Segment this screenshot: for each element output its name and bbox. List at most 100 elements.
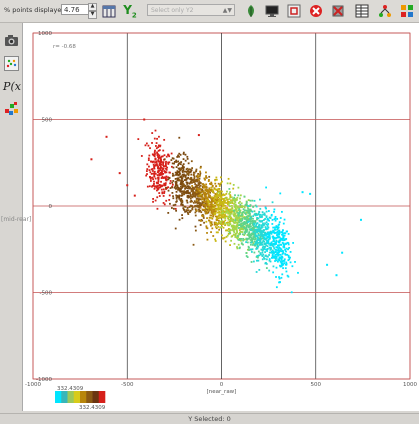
scatter-point — [182, 175, 185, 178]
scatter-point — [225, 202, 228, 204]
scatter-point — [152, 160, 155, 163]
scatter-point — [228, 231, 231, 234]
scatter-point — [272, 229, 274, 232]
scatter-plot[interactable]: -1000 -500 0 500 100010005000-500-1000[near_… — [23, 23, 419, 411]
scatter-point — [263, 231, 265, 234]
scatter-point — [212, 214, 215, 216]
scatter-point — [159, 169, 162, 171]
scatter-point — [181, 214, 183, 216]
scatter-point — [175, 180, 178, 183]
scatter-point — [254, 214, 257, 217]
scatter-point — [238, 229, 241, 231]
points-displayed-input[interactable]: 4.76 — [61, 4, 89, 15]
clear-plot-button[interactable] — [330, 3, 346, 19]
scatter-point — [165, 167, 167, 170]
spin-down-icon[interactable]: ▼ — [88, 11, 97, 19]
tree-button[interactable] — [377, 3, 393, 19]
scatter-point — [174, 184, 177, 187]
scatter-point — [212, 235, 215, 237]
leaf-tool-button[interactable] — [243, 3, 259, 19]
scatter-point — [181, 167, 183, 169]
scatter-point — [172, 157, 175, 160]
scatter-point — [157, 188, 159, 191]
scatter-point — [220, 197, 223, 200]
scatter-point — [187, 213, 190, 215]
scatter-point — [199, 166, 202, 169]
scatter-point — [208, 175, 211, 178]
points-spinner[interactable]: ▲ ▼ — [88, 3, 97, 19]
spin-up-icon[interactable]: ▲ — [88, 3, 97, 11]
scatter-point — [249, 220, 252, 223]
scatter-point — [180, 194, 183, 197]
scatter-point — [242, 233, 244, 236]
screen-button[interactable] — [264, 3, 280, 19]
scatter-point — [206, 203, 209, 205]
scatter-point — [245, 231, 248, 233]
scatter-point — [218, 221, 221, 224]
scatter-point — [202, 186, 204, 189]
scatter-point — [235, 236, 238, 239]
scatter-point — [146, 185, 149, 188]
scatter-point — [186, 167, 189, 170]
scatter-point — [259, 239, 262, 241]
scatter-point — [258, 244, 261, 246]
scatter-point — [281, 253, 284, 255]
scatter-point — [264, 218, 266, 220]
delete-selection-button[interactable] — [308, 3, 324, 19]
scatter-point — [206, 188, 208, 191]
scatter-point — [228, 212, 230, 215]
scatter-point — [180, 203, 183, 206]
probability-button[interactable]: P(x — [2, 78, 22, 94]
scatter-point — [266, 240, 269, 243]
scatter-point — [148, 169, 151, 172]
scatter-point — [232, 221, 235, 224]
scatter-point — [166, 187, 169, 189]
scatter-point — [174, 185, 177, 188]
scatter-point — [196, 187, 198, 190]
scatter-point — [242, 237, 245, 240]
y2-button[interactable]: Y2 — [122, 3, 138, 19]
zoom-box-button[interactable] — [286, 3, 302, 19]
table-stats-button[interactable] — [101, 3, 117, 19]
select-only-y2-dropdown[interactable]: Select only Y2 ▲▼ — [147, 4, 235, 16]
scatter-point — [242, 216, 245, 219]
scatter-point — [164, 183, 167, 186]
scatter-point — [214, 202, 216, 205]
scatter-point — [287, 254, 290, 257]
scatter-point — [250, 210, 253, 212]
delete-selection-icon — [310, 5, 322, 17]
scatter-point — [225, 209, 228, 212]
scatter-point — [275, 276, 277, 278]
scatter-point — [214, 179, 216, 182]
scatter-point — [162, 149, 165, 152]
scatter-point — [227, 215, 230, 218]
scatter-point — [228, 216, 231, 219]
camera-button[interactable] — [3, 32, 19, 48]
scatter-point — [270, 250, 273, 253]
scatter-point — [218, 202, 221, 205]
scatter-point — [165, 168, 168, 171]
color-blocks-button[interactable] — [399, 3, 415, 19]
scatter-point — [259, 231, 262, 233]
scatter-point — [246, 229, 249, 231]
scatter-point — [192, 194, 195, 197]
scatter-point — [237, 238, 240, 241]
scatter-point — [220, 223, 223, 225]
scatter-point — [156, 182, 159, 185]
scatter-point — [260, 227, 263, 229]
scatter-point — [213, 210, 216, 213]
scatter-point — [179, 167, 181, 170]
scatter-point — [253, 251, 256, 254]
scatter-point — [183, 209, 186, 211]
scatter-point — [240, 223, 243, 226]
scatter-point — [200, 188, 203, 191]
scatter-point — [239, 206, 242, 209]
scatter-point — [208, 200, 211, 203]
table-button[interactable] — [354, 3, 370, 19]
scatter-point — [222, 220, 225, 223]
scatter-button[interactable] — [3, 55, 19, 71]
scatter-plot-panel[interactable]: -1000 -500 0 500 1000 1000 500 0 -500 -1000 [near_… — [22, 23, 419, 411]
scatter-point — [194, 183, 197, 185]
cluster-button[interactable] — [3, 100, 19, 116]
scatter-point — [259, 240, 262, 243]
